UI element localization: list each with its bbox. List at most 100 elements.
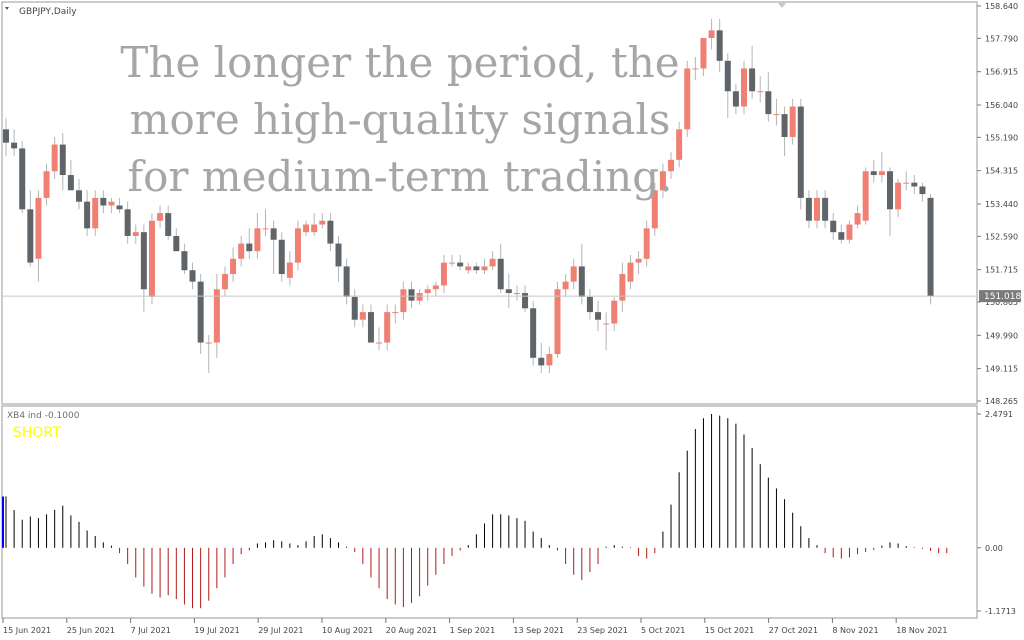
price-tick-label: 156.040 [985,101,1018,110]
candle-body [878,171,885,176]
time-tick-label: 29 Jul 2021 [258,626,303,635]
candle-body [830,220,837,233]
candle-body [578,266,585,297]
candle-body [627,262,634,282]
candle-body [27,209,34,263]
candle-body [659,171,666,191]
candle-body [595,312,602,320]
candle-body [684,68,691,130]
candle-body [173,235,180,252]
time-tick-label: 7 Jul 2021 [131,626,171,635]
candle-body [465,266,472,271]
candle-body [741,68,748,107]
candle-body [700,37,707,69]
candle-body [416,293,423,301]
candle-body [432,285,439,290]
candle-body [392,312,399,314]
candle-body [676,129,683,160]
candle-body [692,68,699,70]
candle-body [221,274,228,290]
candle-body [140,232,147,290]
candle-body [562,281,569,290]
candle-body [643,228,650,259]
current-price-box [979,290,1021,303]
price-tick-label: 149.990 [985,331,1018,340]
candle-body [246,243,253,252]
indicator-label: XB4 ind -0.1000 [7,411,80,421]
candle-body [708,30,715,38]
candle-body [262,228,269,230]
candle-body [3,129,9,143]
candle-body [846,224,853,240]
price-tick-label: 157.790 [985,34,1018,43]
candle-body [586,296,593,313]
candle-body [886,171,893,210]
candle-body [367,312,374,343]
candle-body [789,106,796,137]
candle-body [635,258,642,263]
price-tick-label: 152.590 [985,232,1018,241]
candle-body [270,228,277,240]
chart-shift-marker-icon[interactable] [777,2,787,8]
candle-body [862,171,869,221]
time-tick-label: 10 Aug 2021 [322,626,373,635]
candle-body [919,186,926,195]
candle-body [286,262,293,278]
price-tick-label: 148.265 [985,397,1018,406]
candle-body [457,262,464,267]
candle-body [148,220,155,297]
indicator-axis: 2.4791 0.00 -1.1713 [977,410,1016,616]
candle-body [108,201,115,206]
time-tick-label: 8 Nov 2021 [832,626,878,635]
candle-body [814,197,820,221]
candle-body [822,197,829,221]
candle-body [554,289,561,354]
price-tick-label: 151.715 [985,266,1018,275]
candle-body [238,243,245,259]
candles-group [3,18,934,374]
candle-body [75,190,82,202]
candle-body [351,296,358,320]
time-tick-label: 23 Sep 2021 [577,626,628,635]
candle-body [100,197,107,206]
candle-body [489,258,496,267]
candle-body [611,300,618,324]
candle-body [213,289,220,343]
candle-body [481,266,488,271]
main-panel-frame [1,1,978,405]
current-price-value: 151.018 [984,292,1021,302]
candle-body [132,232,139,236]
oscillator-bars [2,413,948,609]
candle-body [335,243,342,267]
price-tick-label: 150.865 [985,298,1018,307]
candle-body [522,293,529,309]
candle-body [797,106,804,198]
signal-label: SHORT [13,425,61,441]
indicator-tick-label: 0.00 [985,544,1003,553]
indicator-tick-label: 2.4791 [985,410,1013,419]
symbol-label: GBPJPY,Daily [19,7,77,17]
candle-body [603,323,610,325]
candle-body [530,308,537,358]
candle-body [651,190,658,229]
candle-body [911,182,918,187]
candle-body [538,357,545,366]
candle-body [473,266,480,271]
time-tick-label: 1 Sep 2021 [450,626,496,635]
candle-body [67,175,74,191]
candle-body [440,262,447,286]
candle-body [749,68,756,92]
candle-body [546,353,553,366]
candle-body [927,197,934,297]
candle-body [84,201,91,229]
candle-body [19,148,26,210]
price-tick-label: 149.115 [985,365,1018,374]
candle-body [51,144,58,172]
candle-body [903,182,910,184]
candle-body [376,342,383,344]
symbol-dropdown-icon[interactable] [5,7,9,10]
time-tick-label: 5 Oct 2021 [641,626,685,635]
candle-body [327,220,334,244]
